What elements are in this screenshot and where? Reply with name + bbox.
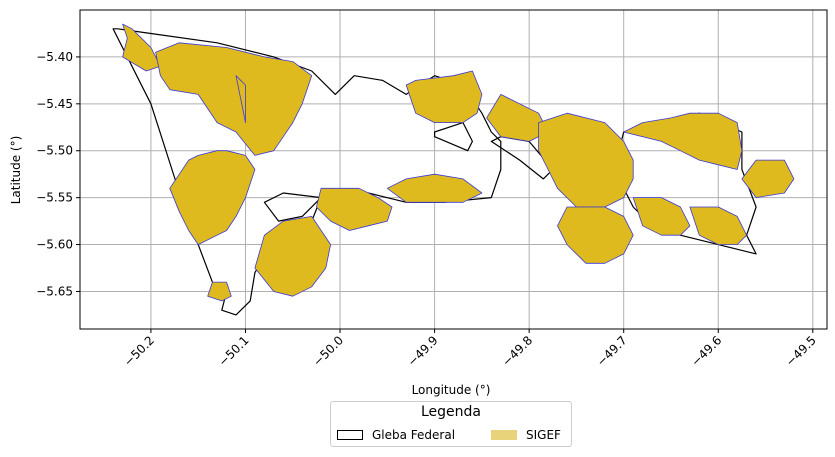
x-tick-label: −49.6 <box>688 333 724 369</box>
sigef-polygon <box>405 70 483 123</box>
sigef-polygon <box>538 112 634 208</box>
x-tick-label: −49.9 <box>405 333 441 369</box>
y-axis-label: Latitude (°) <box>9 136 23 205</box>
layer-sigef <box>122 23 795 302</box>
y-tick-label: −5.60 <box>36 238 73 252</box>
sigef-polygon <box>557 206 634 264</box>
y-tick-label: −5.45 <box>36 97 73 111</box>
y-tick-label: −5.55 <box>36 191 73 205</box>
map-layer-group <box>112 23 795 316</box>
sigef-polygon <box>689 206 747 245</box>
x-tick-label: −49.7 <box>594 333 630 369</box>
legend-item-gleba-federal: Gleba Federal <box>337 428 455 442</box>
y-tick-label: −5.40 <box>36 50 73 64</box>
x-tick-label: −49.5 <box>783 333 819 369</box>
legend-swatch-gleba-federal <box>337 430 363 440</box>
sigef-polygon <box>632 197 691 236</box>
sigef-polygon <box>155 42 313 156</box>
x-tick-label: −50.2 <box>121 333 157 369</box>
legend-item-sigef: SIGEF <box>491 428 561 442</box>
sigef-polygon <box>254 216 331 297</box>
x-tick-label: −50.1 <box>216 333 252 369</box>
sigef-polygon <box>122 23 161 72</box>
sigef-polygon <box>207 281 232 302</box>
x-axis-label: Longitude (°) <box>412 383 491 397</box>
legend-label-gleba-federal: Gleba Federal <box>372 428 456 442</box>
sigef-polygon <box>623 112 743 170</box>
legend: Legenda Gleba Federal SIGEF <box>330 401 572 447</box>
sigef-polygon <box>741 159 795 198</box>
sigef-polygon <box>169 150 256 245</box>
legend-swatch-sigef <box>491 430 517 440</box>
sigef-polygon <box>235 75 246 123</box>
legend-title: Legenda <box>420 404 481 420</box>
y-tick-label: −5.65 <box>36 284 73 298</box>
plot-frame <box>79 9 828 330</box>
y-tick-label: −5.50 <box>36 144 73 158</box>
gleba-federal-polygon <box>263 192 322 222</box>
gleba-federal-polygon <box>434 122 473 152</box>
sigef-polygon <box>316 187 393 231</box>
sigef-polygon <box>386 173 483 203</box>
x-axis-ticks: −50.2 −50.1 −50.0 −49.9 −49.8 −49.7 −49.6 −49.5 <box>121 329 819 369</box>
y-axis-ticks: −5.40 −5.45 −5.50 −5.55 −5.60 −5.65 <box>36 50 80 298</box>
map-layers <box>112 23 795 316</box>
x-tick-label: −49.8 <box>499 333 535 369</box>
legend-label-sigef: SIGEF <box>526 428 561 442</box>
x-tick-label: −50.0 <box>310 333 346 369</box>
